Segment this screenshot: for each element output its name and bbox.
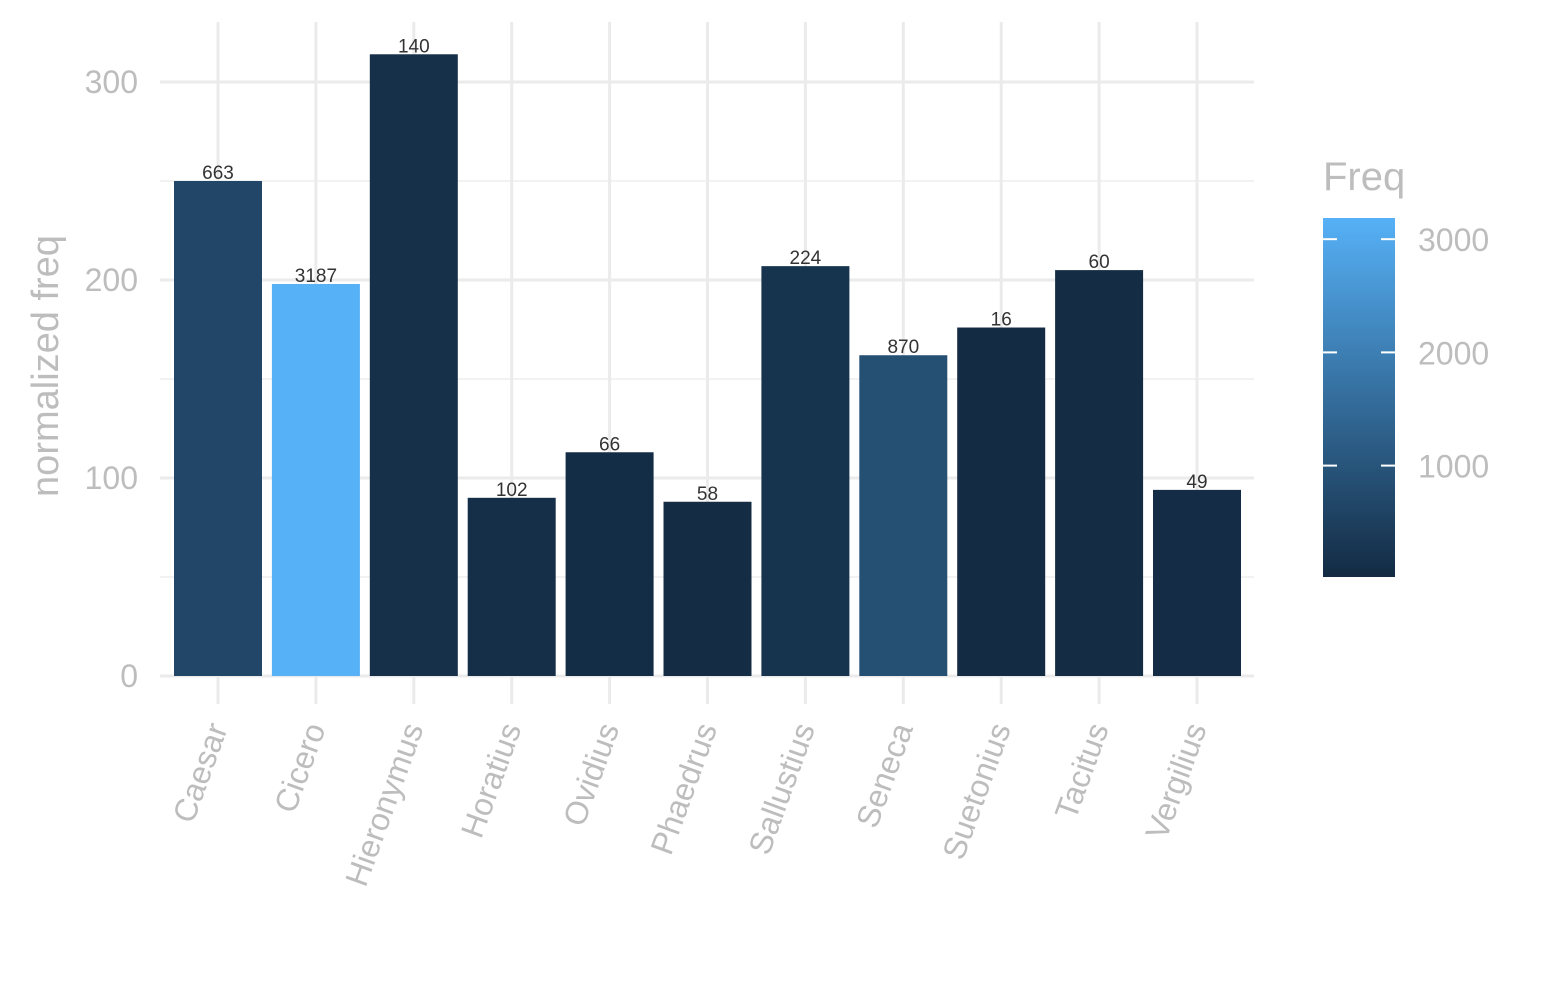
x-tick-label: Ovidius <box>556 718 626 831</box>
bar-value-label: 58 <box>697 484 718 505</box>
x-tick-label: Horatius <box>454 718 529 842</box>
legend-tick-label: 2000 <box>1418 335 1489 371</box>
bar-value-label: 663 <box>202 163 234 184</box>
bar-vergilius <box>1153 489 1241 676</box>
bar-value-label: 60 <box>1089 252 1110 273</box>
bars <box>174 54 1241 676</box>
bar-value-label: 102 <box>496 480 528 501</box>
bar-suetonius <box>957 327 1046 676</box>
bar-hieronymus <box>369 54 458 676</box>
y-tick-label: 300 <box>85 64 138 100</box>
bar-ovidius <box>565 452 654 676</box>
bar-value-label: 224 <box>790 248 822 269</box>
bar-seneca <box>859 355 948 676</box>
y-tick-label: 200 <box>85 262 138 298</box>
legend-title: Freq <box>1323 155 1405 199</box>
bar-labels: 663 3187 140 102 66 58 224 870 16 60 49 <box>202 36 1207 504</box>
bar-phaedrus <box>663 501 752 676</box>
x-tick-label: Cicero <box>267 718 332 817</box>
bar-sallustius <box>761 266 850 676</box>
bar-value-label: 3187 <box>295 266 337 287</box>
x-tick-label: Sallustius <box>741 718 822 859</box>
color-legend: Freq 1000 2000 3000 <box>1323 155 1489 577</box>
x-tick-label: Suetonius <box>935 718 1018 864</box>
x-tick-label: Caesar <box>165 718 234 828</box>
legend-tick-label: 1000 <box>1418 449 1489 485</box>
bar-value-label: 66 <box>599 434 620 455</box>
y-tick-label: 100 <box>85 460 138 496</box>
bar-caesar <box>174 181 262 676</box>
x-tick-label: Vergilius <box>1138 718 1213 844</box>
bar-value-label: 140 <box>398 36 430 57</box>
bar-value-label: 16 <box>991 310 1012 331</box>
bar-cicero <box>271 283 360 676</box>
y-axis-title: normalized freq <box>25 235 67 497</box>
legend-tick-label: 3000 <box>1418 222 1489 258</box>
y-tick-label: 0 <box>120 658 138 694</box>
x-tick-label: Seneca <box>849 718 920 832</box>
x-tick-label: Tacitus <box>1048 718 1116 824</box>
bar-value-label: 870 <box>887 337 919 358</box>
bar-value-label: 49 <box>1186 472 1207 493</box>
bar-horatius <box>467 497 556 676</box>
x-tick-label: Phaedrus <box>643 718 724 859</box>
x-tick-label: Hieronymus <box>338 718 430 891</box>
legend-ticks: 1000 2000 3000 <box>1323 222 1489 485</box>
legend-color-bar <box>1323 218 1395 577</box>
bar-tacitus <box>1055 270 1144 676</box>
y-axis-ticks: 0 100 200 300 <box>85 64 138 694</box>
x-axis-ticks: Caesar Cicero Hieronymus Horatius Ovidius Pha… <box>165 718 1213 891</box>
